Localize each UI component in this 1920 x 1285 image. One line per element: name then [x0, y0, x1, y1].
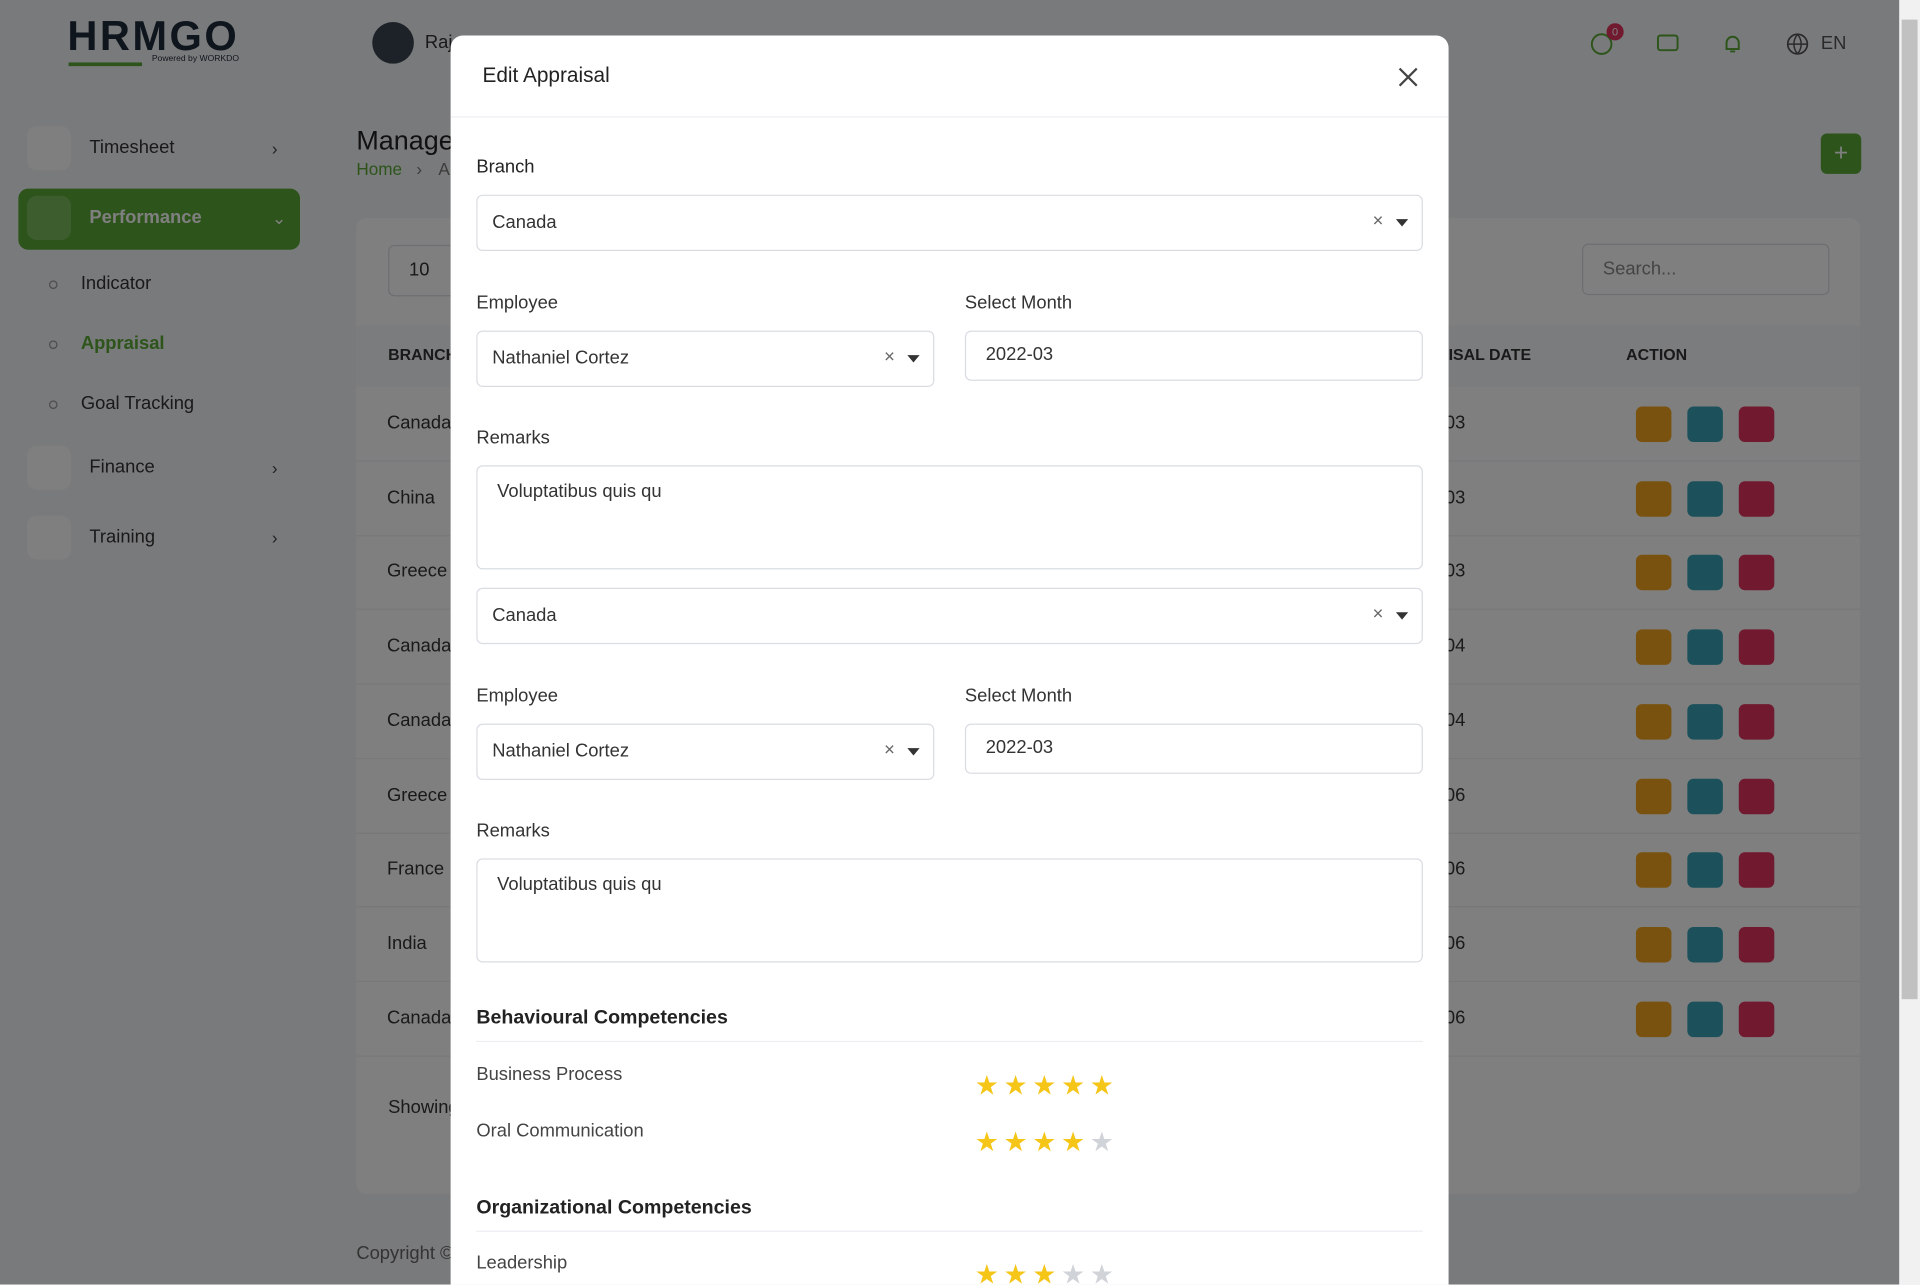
section-divider [476, 1040, 1423, 1043]
clear-icon[interactable]: × [884, 346, 895, 368]
field-label: Branch [476, 156, 535, 178]
star[interactable]: ★ [974, 1126, 999, 1158]
dropdown-arrow [1395, 612, 1409, 620]
star[interactable]: ★ [1003, 1258, 1028, 1285]
textarea-value: Voluptatibus quis qu [497, 874, 662, 896]
branch-select[interactable]: Canada × [476, 194, 1423, 252]
star-rating[interactable]: ★ ★ ★ ★ ★ [974, 1126, 1119, 1158]
scrollbar[interactable] [1899, 0, 1920, 1285]
star[interactable]: ★ [1089, 1258, 1114, 1285]
star[interactable]: ★ [1061, 1126, 1086, 1158]
star[interactable]: ★ [1061, 1258, 1086, 1285]
field-label: Remarks [476, 427, 550, 449]
star[interactable]: ★ [1032, 1070, 1057, 1101]
field-label: Employee [476, 292, 559, 314]
star[interactable]: ★ [1003, 1126, 1028, 1158]
field-label: Select Month [964, 292, 1073, 314]
input-value: 2022-03 [985, 737, 1054, 758]
field-label: Select Month [964, 685, 1073, 707]
competency-name: Leadership [476, 1252, 568, 1274]
select-value: Nathaniel Cortez [492, 347, 630, 369]
select-value: Nathaniel Cortez [492, 740, 630, 762]
select-value: Canada [492, 211, 557, 233]
modal-title: Edit Appraisal [482, 63, 610, 87]
employee-select[interactable]: Nathaniel Cortez × [476, 723, 935, 781]
star[interactable]: ★ [1032, 1126, 1057, 1158]
dropdown-arrow [1395, 219, 1409, 227]
section-divider [476, 1230, 1423, 1232]
close-button[interactable] [1396, 65, 1420, 89]
dropdown-arrow [907, 355, 920, 363]
star-rating[interactable]: ★ ★ ★ ★ ★ [974, 1070, 1119, 1101]
star-rating[interactable]: ★ ★ ★ ★ ★ [974, 1258, 1119, 1285]
month-input[interactable]: 2022-03 [964, 330, 1423, 381]
input-value: 2022-03 [985, 344, 1054, 365]
dropdown-arrow [907, 748, 920, 756]
textarea-value: Voluptatibus quis qu [497, 481, 662, 503]
remarks-textarea[interactable]: Voluptatibus quis qu [476, 465, 1423, 570]
remarks-textarea[interactable]: Voluptatibus quis qu [476, 858, 1423, 963]
star[interactable]: ★ [1089, 1070, 1114, 1101]
star[interactable]: ★ [1003, 1070, 1028, 1101]
star[interactable]: ★ [1089, 1126, 1114, 1158]
branch-select[interactable]: Canada × [476, 587, 1423, 645]
field-label: Remarks [476, 820, 550, 842]
competency-name: Oral Communication [476, 1120, 644, 1142]
star[interactable]: ★ [974, 1070, 999, 1101]
field-label: Employee [476, 685, 559, 707]
month-input[interactable]: 2022-03 [964, 723, 1423, 774]
star[interactable]: ★ [1032, 1258, 1057, 1285]
clear-icon[interactable]: × [884, 739, 895, 761]
section-title: Behavioural Competencies [476, 1007, 728, 1029]
star[interactable]: ★ [974, 1258, 999, 1285]
section-title: Organizational Competencies [476, 1197, 752, 1219]
clear-icon[interactable]: × [1372, 603, 1384, 625]
clear-icon[interactable]: × [1372, 210, 1384, 232]
employee-select[interactable]: Nathaniel Cortez × [476, 330, 935, 387]
star[interactable]: ★ [1061, 1070, 1086, 1101]
select-value: Canada [492, 604, 557, 626]
competency-name: Business Process [476, 1064, 623, 1085]
edit-appraisal-modal: Edit Appraisal Branch Canada × Employee Nat… [450, 35, 1449, 1285]
